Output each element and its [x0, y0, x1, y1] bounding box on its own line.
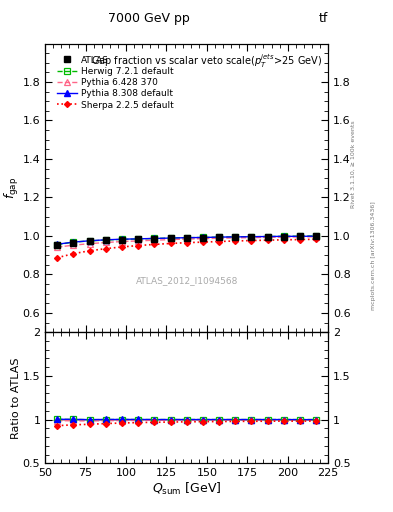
Text: mcplots.cern.ch [arXiv:1306.3436]: mcplots.cern.ch [arXiv:1306.3436] [371, 202, 376, 310]
Text: ATLAS_2012_I1094568: ATLAS_2012_I1094568 [136, 275, 238, 285]
Text: 7000 GeV pp: 7000 GeV pp [108, 12, 190, 25]
Y-axis label: $f_\mathregular{gap}$: $f_\mathregular{gap}$ [3, 177, 21, 199]
Text: tf: tf [319, 12, 328, 25]
Text: Rivet 3.1.10, ≥ 100k events: Rivet 3.1.10, ≥ 100k events [351, 120, 356, 208]
Y-axis label: Ratio to ATLAS: Ratio to ATLAS [11, 357, 21, 438]
X-axis label: $Q_\mathregular{sum}$ [GeV]: $Q_\mathregular{sum}$ [GeV] [152, 481, 221, 497]
Legend: ATLAS, Herwig 7.2.1 default, Pythia 6.428 370, Pythia 8.308 default, Sherpa 2.2.: ATLAS, Herwig 7.2.1 default, Pythia 6.42… [55, 54, 175, 112]
Text: Gap fraction vs scalar veto scale($p_T^{jets}$>25 GeV): Gap fraction vs scalar veto scale($p_T^{… [91, 52, 323, 70]
